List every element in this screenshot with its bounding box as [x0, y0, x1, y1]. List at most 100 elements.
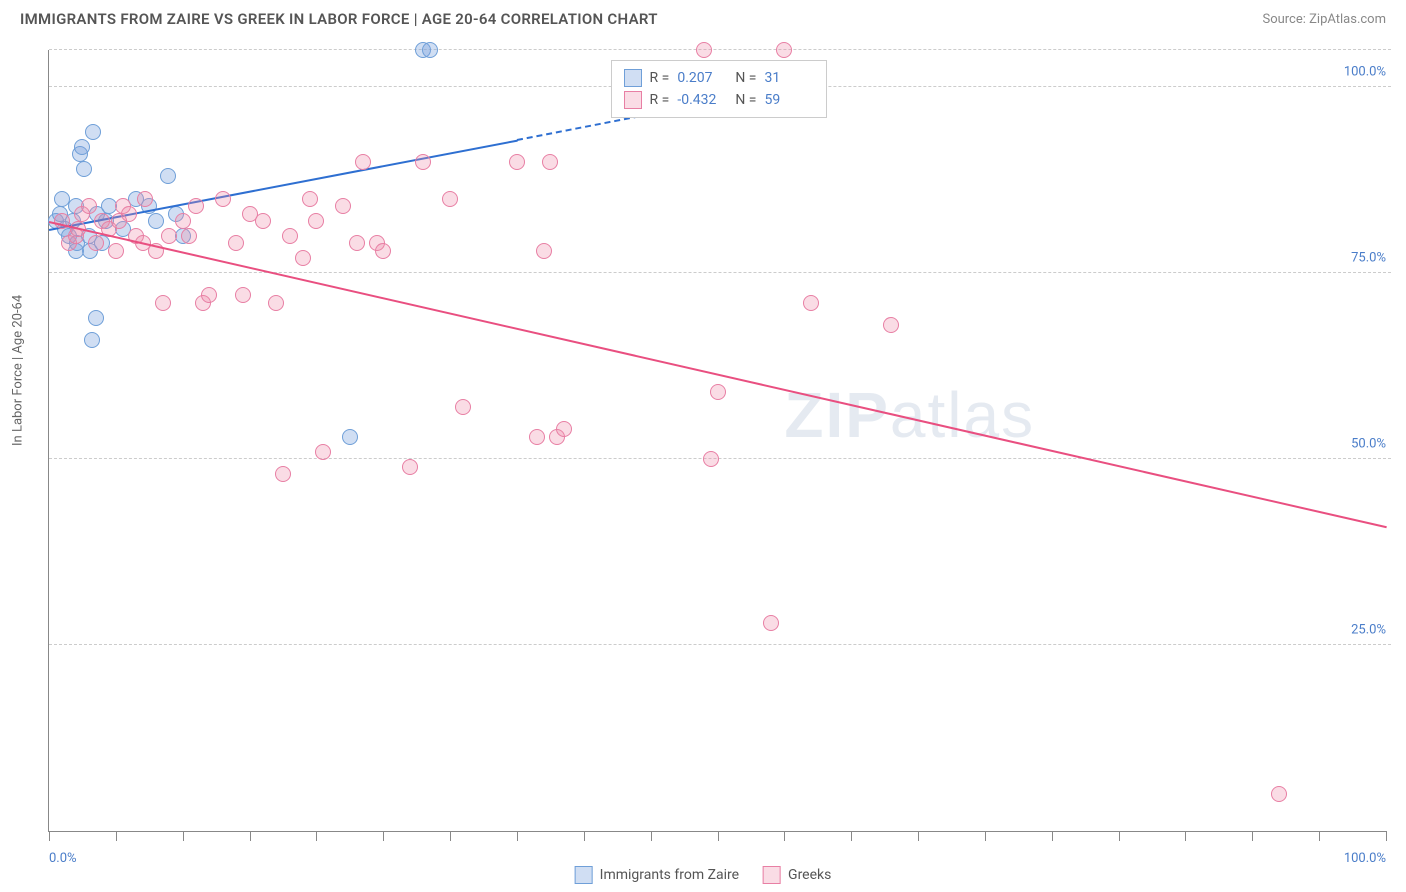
scatter-point	[188, 198, 204, 214]
chart-plot-area: ZIPatlas 0.0% 100.0% 25.0%50.0%75.0%100.…	[48, 50, 1386, 832]
x-tick	[651, 831, 652, 841]
scatter-point	[235, 287, 251, 303]
scatter-point	[255, 213, 271, 229]
scatter-point	[415, 154, 431, 170]
x-tick	[1252, 831, 1253, 841]
scatter-point	[529, 429, 545, 445]
scatter-point	[74, 139, 90, 155]
y-tick-label: 75.0%	[1351, 251, 1391, 266]
x-tick	[316, 831, 317, 841]
scatter-point	[137, 191, 153, 207]
scatter-point	[215, 191, 231, 207]
scatter-point	[763, 615, 779, 631]
x-tick	[450, 831, 451, 841]
x-tick	[851, 831, 852, 841]
scatter-point	[88, 310, 104, 326]
scatter-point	[201, 287, 217, 303]
stat-n-value: 59	[764, 92, 814, 108]
scatter-point	[1271, 786, 1287, 802]
stat-r-value: -0.432	[677, 92, 727, 108]
x-tick	[517, 831, 518, 841]
scatter-point	[455, 399, 471, 415]
scatter-point	[315, 444, 331, 460]
x-tick	[1052, 831, 1053, 841]
scatter-point	[228, 235, 244, 251]
x-axis-min-label: 0.0%	[49, 851, 77, 866]
x-tick	[1119, 831, 1120, 841]
stat-n-label: N =	[735, 92, 756, 108]
scatter-point	[703, 451, 719, 467]
x-tick	[49, 831, 50, 841]
x-tick	[1185, 831, 1186, 841]
gridline	[49, 49, 1391, 50]
stats-row: R = -0.432 N = 59	[624, 89, 815, 111]
scatter-point	[509, 154, 525, 170]
x-tick	[985, 831, 986, 841]
scatter-point	[710, 384, 726, 400]
x-tick	[183, 831, 184, 841]
legend-label: Greeks	[788, 867, 831, 883]
x-tick	[383, 831, 384, 841]
x-tick	[918, 831, 919, 841]
scatter-point	[308, 213, 324, 229]
x-tick	[718, 831, 719, 841]
scatter-point	[302, 191, 318, 207]
scatter-point	[160, 168, 176, 184]
stat-n-value: 31	[764, 70, 814, 86]
watermark: ZIPatlas	[784, 378, 1035, 452]
scatter-point	[88, 235, 104, 251]
scatter-point	[108, 243, 124, 259]
y-tick-label: 25.0%	[1351, 623, 1391, 638]
scatter-point	[422, 42, 438, 58]
scatter-point	[342, 429, 358, 445]
scatter-point	[542, 154, 558, 170]
stat-r-value: 0.207	[677, 70, 727, 86]
scatter-point	[375, 243, 391, 259]
scatter-point	[81, 198, 97, 214]
scatter-point	[148, 213, 164, 229]
scatter-point	[335, 198, 351, 214]
x-tick	[1319, 831, 1320, 841]
legend-item: Immigrants from Zaire	[575, 866, 739, 884]
scatter-point	[181, 228, 197, 244]
stat-r-label: R =	[650, 70, 670, 86]
gridline	[49, 272, 1391, 273]
legend-swatch	[763, 866, 781, 884]
x-tick	[1386, 831, 1387, 841]
watermark-bold: ZIP	[784, 379, 890, 451]
scatter-point	[696, 42, 712, 58]
scatter-point	[155, 295, 171, 311]
scatter-point	[275, 466, 291, 482]
scatter-point	[84, 332, 100, 348]
x-tick	[250, 831, 251, 841]
legend-label: Immigrants from Zaire	[600, 867, 739, 883]
legend-item: Greeks	[763, 866, 831, 884]
scatter-point	[556, 421, 572, 437]
stat-r-label: R =	[650, 92, 670, 108]
scatter-point	[355, 154, 371, 170]
stat-n-label: N =	[735, 70, 756, 86]
scatter-point	[402, 459, 418, 475]
scatter-point	[883, 317, 899, 333]
x-axis-max-label: 100.0%	[1344, 851, 1386, 866]
stats-box: R = 0.207 N = 31 R = -0.432 N = 59	[611, 60, 828, 118]
y-tick-label: 50.0%	[1351, 437, 1391, 452]
regression-line	[49, 221, 1387, 528]
x-tick	[584, 831, 585, 841]
scatter-point	[282, 228, 298, 244]
source-label: Source: ZipAtlas.com	[1262, 12, 1386, 27]
x-tick	[116, 831, 117, 841]
chart-legend: Immigrants from Zaire Greeks	[575, 866, 832, 884]
y-axis-title: In Labor Force | Age 20-64	[11, 295, 26, 446]
chart-title: IMMIGRANTS FROM ZAIRE VS GREEK IN LABOR …	[20, 10, 658, 28]
scatter-point	[295, 250, 311, 266]
scatter-point	[85, 124, 101, 140]
scatter-point	[803, 295, 819, 311]
gridline	[49, 644, 1391, 645]
legend-swatch	[624, 91, 642, 109]
legend-swatch	[624, 69, 642, 87]
chart-header: IMMIGRANTS FROM ZAIRE VS GREEK IN LABOR …	[0, 0, 1406, 34]
stats-row: R = 0.207 N = 31	[624, 67, 815, 89]
scatter-point	[442, 191, 458, 207]
scatter-point	[349, 235, 365, 251]
